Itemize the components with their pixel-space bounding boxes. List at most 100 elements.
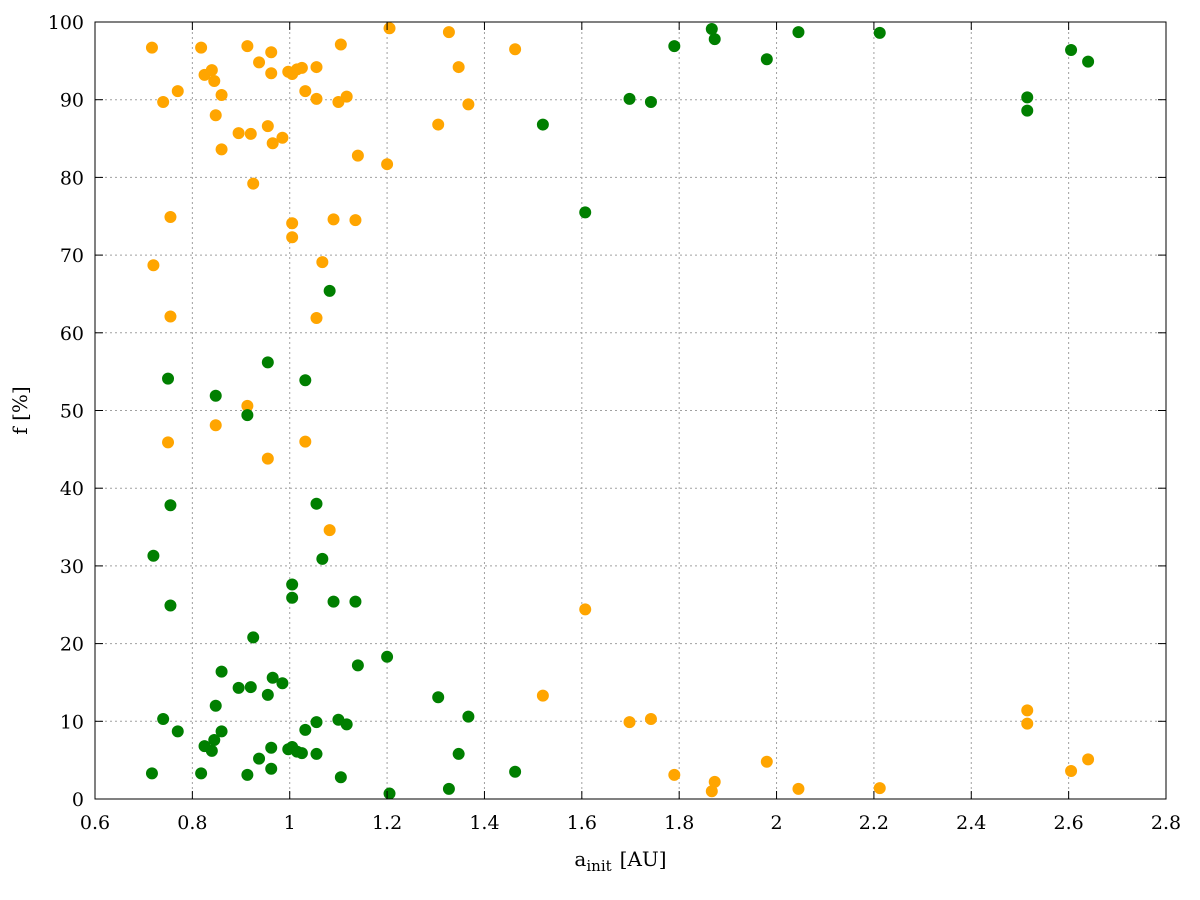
data-point — [708, 775, 721, 788]
y-tick-label: 60 — [60, 323, 84, 345]
data-point — [157, 712, 170, 725]
data-point — [644, 96, 657, 109]
data-point — [164, 599, 177, 612]
data-point — [157, 96, 170, 109]
data-point — [171, 725, 184, 738]
data-point — [1065, 765, 1078, 778]
y-axis-label: f [%] — [8, 386, 32, 434]
data-point — [349, 214, 362, 227]
data-point — [536, 689, 549, 702]
data-point — [215, 89, 228, 102]
data-point — [432, 118, 445, 131]
data-point — [310, 747, 323, 760]
y-tick-label: 30 — [60, 556, 84, 578]
data-point — [244, 681, 257, 694]
y-tick-label: 10 — [60, 711, 84, 733]
data-point — [261, 356, 274, 369]
data-point — [332, 96, 345, 109]
x-axis-label-unit: [AU] — [620, 847, 667, 871]
y-tick-label: 20 — [60, 634, 84, 656]
data-point — [244, 127, 257, 140]
data-point — [323, 284, 336, 297]
data-point — [286, 217, 299, 230]
data-point — [349, 595, 362, 608]
data-point — [162, 436, 175, 449]
data-point — [276, 677, 289, 690]
data-point — [286, 591, 299, 604]
data-point — [760, 53, 773, 66]
data-point — [162, 372, 175, 385]
data-point — [668, 40, 681, 53]
data-point — [209, 109, 222, 122]
data-point — [215, 665, 228, 678]
data-point — [145, 41, 158, 54]
data-points — [145, 22, 1095, 800]
data-point — [708, 33, 721, 46]
data-point — [147, 259, 160, 272]
data-point — [209, 699, 222, 712]
data-point — [383, 22, 396, 35]
data-point — [253, 752, 266, 765]
data-point — [383, 787, 396, 800]
data-point — [205, 744, 218, 757]
x-axis-label: ainit [AU] — [574, 847, 666, 875]
data-point — [579, 603, 592, 616]
data-point — [261, 120, 274, 133]
data-point — [241, 768, 254, 781]
x-tick-label: 1.2 — [372, 812, 402, 834]
data-point — [462, 710, 475, 723]
data-point — [261, 452, 274, 465]
data-point — [265, 67, 278, 80]
x-tick-label: 2.8 — [1151, 812, 1181, 834]
y-tick-label: 50 — [60, 401, 84, 423]
y-tick-label: 80 — [60, 167, 84, 189]
grid-lines — [95, 22, 1166, 799]
data-point — [623, 92, 636, 105]
data-point — [351, 659, 364, 672]
data-point — [310, 92, 323, 105]
data-point — [1082, 55, 1095, 68]
data-point — [334, 38, 347, 51]
data-point — [195, 767, 208, 780]
data-point — [205, 64, 218, 77]
data-point — [1021, 104, 1034, 117]
data-point — [232, 681, 245, 694]
data-point — [340, 718, 353, 731]
data-point — [1021, 91, 1034, 104]
data-point — [310, 716, 323, 729]
data-point — [462, 98, 475, 111]
data-point — [208, 733, 221, 746]
data-point — [266, 137, 279, 150]
data-point — [1021, 704, 1034, 717]
data-point — [209, 389, 222, 402]
x-axis-label-subscript: init — [586, 857, 611, 875]
data-point — [316, 552, 329, 565]
data-point — [232, 127, 245, 140]
data-point — [266, 671, 279, 684]
data-point — [509, 43, 522, 56]
data-point — [760, 755, 773, 768]
data-point — [295, 61, 308, 74]
data-point — [215, 143, 228, 156]
data-point — [195, 41, 208, 54]
data-point — [265, 741, 278, 754]
x-tick-label: 1.4 — [469, 812, 499, 834]
data-point — [164, 499, 177, 512]
y-tick-label: 100 — [48, 12, 84, 34]
data-point — [381, 158, 394, 171]
data-point — [261, 688, 274, 701]
data-point — [241, 40, 254, 53]
data-point — [299, 435, 312, 448]
data-point — [579, 206, 592, 219]
x-tick-label: 1.8 — [664, 812, 694, 834]
data-point — [1021, 717, 1034, 730]
x-tick-label: 2 — [770, 812, 782, 834]
data-point — [705, 22, 718, 35]
data-point — [145, 767, 158, 780]
data-point — [442, 26, 455, 39]
data-point — [299, 374, 312, 387]
x-tick-label: 1 — [284, 812, 296, 834]
data-point — [536, 118, 549, 131]
tick-labels: 0.6 0.8 1 1.2 1.4 1.6 1.8 2 2.2 2.4 2.6 2.8 0 10 20 30 4… — [48, 12, 1181, 834]
data-point — [310, 497, 323, 510]
